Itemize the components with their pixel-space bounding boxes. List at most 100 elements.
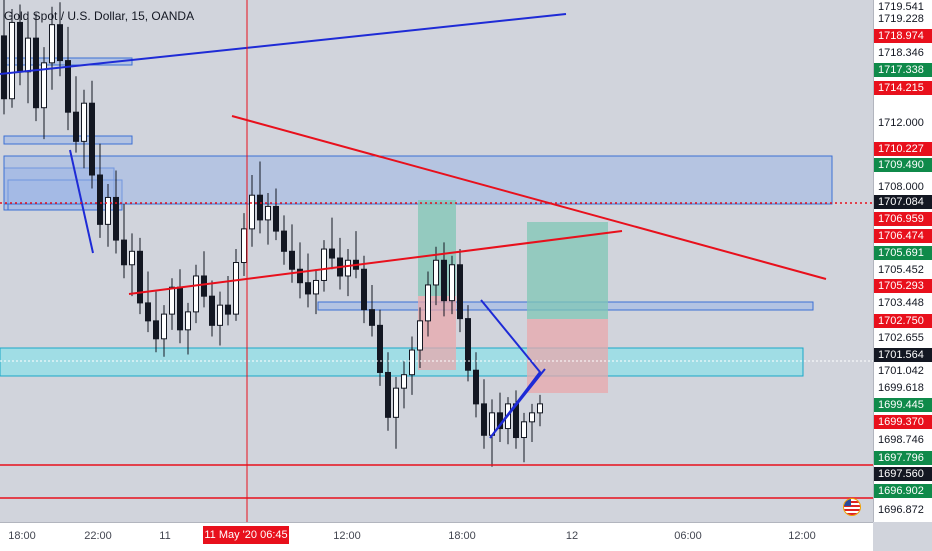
candle-body	[193, 275, 199, 313]
price-axis-label: 1701.042	[874, 364, 932, 378]
price-axis-label: 1718.346	[874, 46, 932, 60]
price-axis-label: 1705.452	[874, 263, 932, 277]
symbol-title: Gold Spot / U.S. Dollar, 15, OANDA	[4, 9, 195, 23]
candle-body	[401, 374, 407, 389]
price-axis-label: 1706.474	[874, 229, 932, 243]
candle-body	[537, 403, 543, 414]
candle-body	[97, 174, 103, 225]
candle-body	[329, 248, 335, 259]
candle-body	[465, 318, 471, 371]
price-axis-label: 1697.560	[874, 467, 932, 481]
crosshair-time-label: 11 May '20 06:45	[203, 526, 289, 544]
candle-body	[9, 21, 15, 100]
price-axis-label: 1702.750	[874, 314, 932, 328]
candle-body	[25, 37, 31, 73]
candle-body	[265, 205, 271, 221]
price-axis-label: 1709.490	[874, 158, 932, 172]
candle-body	[49, 24, 55, 64]
price-axis-label: 1698.746	[874, 433, 932, 447]
time-axis-label: 12:00	[333, 530, 361, 542]
candle-body	[385, 371, 391, 418]
trendline-blue-left[interactable]	[69, 149, 94, 254]
candle-body	[345, 259, 351, 277]
candle-body	[17, 21, 23, 73]
candle-body	[209, 295, 215, 326]
candle-body	[393, 387, 399, 418]
candle-body	[297, 268, 303, 284]
candle-body	[113, 196, 119, 241]
price-axis-label: 1702.655	[874, 331, 932, 345]
candle-body	[249, 194, 255, 230]
candle-body	[57, 24, 63, 62]
price-axis-label: 1703.448	[874, 296, 932, 310]
price-axis-label: 1712.000	[874, 116, 932, 130]
candle-body	[73, 111, 79, 142]
price-axis-label: 1701.564	[874, 348, 932, 362]
trendline-red-upper[interactable]	[231, 115, 827, 280]
price-axis-label: 1696.872	[874, 503, 932, 517]
candle-body	[241, 228, 247, 264]
candle-body	[169, 286, 175, 315]
candle-body	[65, 60, 71, 113]
price-axis-label: 1719.228	[874, 12, 932, 26]
price-axis-label: 1699.370	[874, 415, 932, 429]
us-flag-icon[interactable]	[843, 498, 861, 516]
candle-body	[89, 102, 95, 176]
candle-body	[161, 313, 167, 340]
candle-body	[41, 62, 47, 109]
wedge-blue[interactable]	[480, 299, 546, 439]
candle-body	[361, 268, 367, 311]
price-axis-label: 1696.902	[874, 484, 932, 498]
position-target-2[interactable]	[527, 222, 608, 319]
resistance-zone-wide[interactable]	[3, 155, 833, 205]
candle-body	[33, 37, 39, 109]
candle-body	[473, 369, 479, 405]
candle-body	[481, 403, 487, 436]
price-axis-label: 1699.445	[874, 398, 932, 412]
time-axis-label: 12	[565, 530, 579, 542]
candle-body	[417, 320, 423, 351]
candle-body	[289, 250, 295, 270]
time-axis-label: 18:00	[8, 530, 36, 542]
trendline-red-lower[interactable]	[128, 230, 623, 295]
candle-body	[225, 304, 231, 315]
candle-body	[129, 250, 135, 266]
candle-body	[425, 284, 431, 322]
price-axis-label: 1699.618	[874, 381, 932, 395]
candle-body	[305, 282, 311, 295]
time-axis-label: 22:00	[84, 530, 112, 542]
candle-body	[137, 250, 143, 304]
candle-body	[377, 324, 383, 373]
trendline-blue-top[interactable]	[0, 13, 567, 75]
candle-body	[201, 275, 207, 297]
candle-body	[281, 230, 287, 252]
price-axis-label: 1717.338	[874, 63, 932, 77]
candle-body	[145, 302, 151, 322]
time-axis[interactable]	[0, 522, 873, 551]
support-zone-cyan[interactable]	[0, 347, 804, 377]
candle-body	[313, 279, 319, 295]
price-axis-label: 1697.796	[874, 451, 932, 465]
candle-body	[441, 259, 447, 302]
price-axis-label: 1708.000	[874, 180, 932, 194]
price-axis-label: 1718.974	[874, 29, 932, 43]
candle-body	[257, 194, 263, 221]
candle-body	[217, 304, 223, 326]
price-axis-label: 1714.215	[874, 81, 932, 95]
candle-body	[153, 320, 159, 340]
time-axis-label: 11	[159, 530, 171, 542]
time-axis-label: 18:00	[448, 530, 476, 542]
price-axis-label: 1707.084	[874, 195, 932, 209]
candle-body	[529, 412, 535, 423]
candle-body	[121, 239, 127, 266]
price-axis-label: 1705.293	[874, 279, 932, 293]
supply-zone-left[interactable]	[3, 135, 133, 145]
candle-body	[409, 349, 415, 376]
candle-body	[105, 196, 111, 225]
candles-group	[1, 0, 543, 467]
position-stop-2[interactable]	[527, 319, 608, 393]
position-stop-1[interactable]	[418, 296, 456, 370]
candle-body	[233, 262, 239, 315]
